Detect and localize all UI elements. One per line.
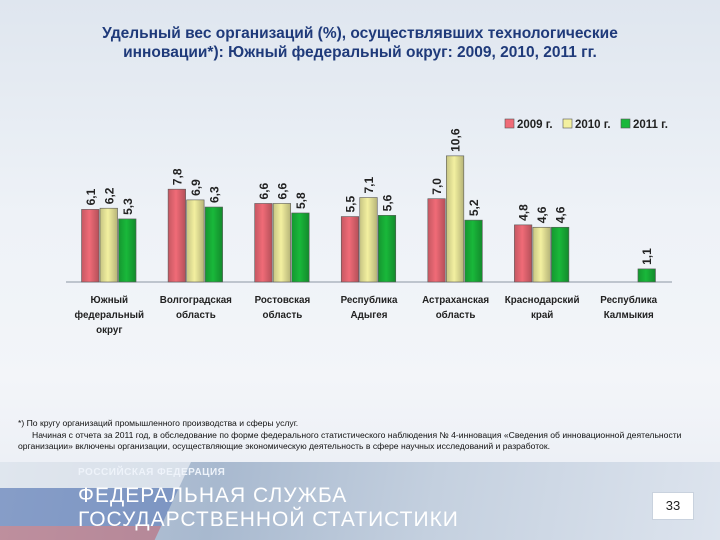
category-label-1-1: область: [176, 310, 216, 321]
data-label-1-0: 7,8: [170, 168, 184, 185]
bar-6-2: [637, 268, 656, 283]
bar-chart: 6,1 6,2 5,3 Южный федеральный округ 7,8 6,9 6,3 В…: [66, 118, 672, 336]
bar-3-0: [340, 216, 360, 283]
bar-5-0: [514, 224, 533, 283]
category-label-2-1: область: [263, 310, 303, 321]
bar-5-1: [532, 226, 551, 283]
bar-4-1: [446, 155, 465, 283]
category-label-2-0: Ростовская: [255, 295, 311, 306]
bar-4-2: [464, 219, 483, 283]
category-label-1-0: Волгоградская: [160, 295, 232, 306]
bar-1-0: [167, 188, 186, 283]
banner-country: РОССИЙСКАЯ ФЕДЕРАЦИЯ: [78, 467, 226, 478]
data-label-5-1: 4,6: [535, 206, 549, 223]
bar-0-1: [99, 207, 118, 283]
banner-service-line-1: ФЕДЕРАЛЬНАЯ СЛУЖБА: [78, 484, 348, 507]
data-label-2-1: 6,6: [275, 182, 289, 199]
category-label-6-1: Калмыкия: [604, 310, 654, 321]
data-label-0-0: 6,1: [84, 188, 98, 205]
bar-2-1: [272, 203, 291, 283]
footnote: *) По кругу организаций промышленного пр…: [18, 418, 708, 453]
data-label-5-0: 4,8: [517, 204, 531, 221]
data-label-3-2: 5,6: [381, 194, 395, 211]
data-label-4-2: 5,2: [467, 199, 481, 216]
data-label-2-2: 5,8: [294, 192, 308, 209]
bar-0-2: [118, 218, 137, 283]
chart-title: Удельный вес организаций (%), осуществля…: [30, 24, 690, 62]
category-label-3-0: Республика: [341, 295, 398, 306]
bar-2-2: [291, 212, 310, 283]
footnote-line-1: *) По кругу организаций промышленного пр…: [18, 418, 299, 428]
legend-label-2: 2011 г.: [633, 119, 668, 131]
bar-1-2: [204, 206, 223, 283]
banner-service-line-2: ГОСУДАРСТВЕННОЙ СТАТИСТИКИ: [78, 508, 459, 531]
data-label-6-2: 1,1: [640, 248, 654, 265]
category-label-0-0: Южный: [91, 295, 128, 306]
data-label-5-2: 4,6: [554, 206, 568, 223]
title-line-2: инновации*): Южный федеральный округ: 20…: [123, 44, 597, 61]
legend-swatch-1: [562, 118, 573, 129]
category-label-3-1: Адыгея: [351, 310, 388, 321]
legend-label-0: 2009 г.: [517, 119, 553, 131]
data-label-4-0: 7,0: [430, 178, 444, 195]
legend-swatch-2: [620, 118, 631, 129]
bar-0-0: [81, 209, 100, 283]
bar-5-2: [551, 226, 570, 283]
category-label-4-0: Астраханская: [422, 295, 489, 306]
bar-1-1: [186, 199, 205, 283]
category-label-5-1: край: [531, 310, 553, 321]
bar-2-0: [254, 203, 273, 283]
bar-3-2: [377, 215, 397, 283]
data-label-0-1: 6,2: [102, 187, 116, 204]
data-label-1-1: 6,9: [189, 179, 203, 196]
data-label-4-1: 10,6: [449, 128, 463, 152]
category-label-0-2: округ: [96, 325, 122, 336]
bar-4-0: [427, 198, 446, 283]
footnote-line-2: Начиная с отчета за 2011 год, в обследов…: [18, 429, 682, 452]
data-label-2-0: 6,6: [257, 182, 271, 199]
title-line-1: Удельный вес организаций (%), осуществля…: [102, 25, 618, 42]
data-label-3-1: 7,1: [362, 177, 376, 194]
data-label-0-2: 5,3: [121, 198, 135, 215]
legend-swatch-0: [504, 118, 515, 129]
category-label-0-1: федеральный: [75, 310, 145, 321]
data-label-3-0: 5,5: [344, 196, 358, 213]
data-label-1-2: 6,3: [207, 186, 221, 203]
category-label-6-0: Республика: [600, 295, 657, 306]
legend-label-1: 2010 г.: [575, 119, 611, 131]
category-label-5-0: Краснодарский: [505, 295, 580, 306]
page-number: 33: [652, 492, 694, 520]
category-label-4-1: область: [436, 310, 476, 321]
bar-3-1: [359, 197, 378, 283]
rosstat-banner: РОССИЙСКАЯ ФЕДЕРАЦИЯ ФЕДЕРАЛЬНАЯ СЛУЖБА …: [0, 462, 720, 540]
